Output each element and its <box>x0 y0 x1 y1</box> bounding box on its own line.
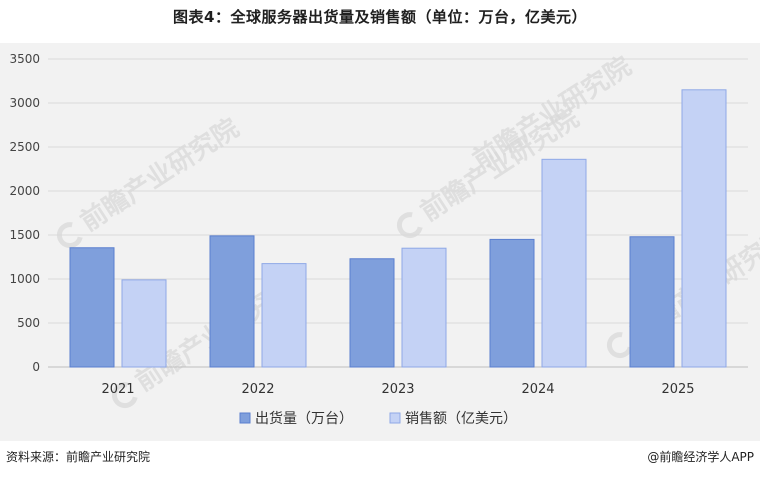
legend-label: 出货量（万台） <box>255 410 353 427</box>
x-tick-label: 2023 <box>381 382 414 397</box>
x-tick-label: 2025 <box>661 382 694 397</box>
y-axis: 0 500 1000 1500 2000 2500 3000 3500 <box>9 52 40 374</box>
x-axis: 2021 2022 2023 2024 2025 <box>101 382 694 397</box>
bar-sales <box>401 247 447 368</box>
chart-panel: 前瞻产业研究院 前瞻产业研究院 前瞻产业研究院 前瞻产业研究院 前瞻产业研究院 … <box>0 43 760 441</box>
y-tick-label: 2500 <box>9 140 40 154</box>
y-tick-label: 3500 <box>9 52 40 66</box>
y-tick-label: 1500 <box>9 228 40 242</box>
legend-swatch <box>389 412 401 424</box>
bar-shipments <box>489 238 535 368</box>
bar-shipments <box>69 247 115 368</box>
bar-sales <box>121 279 167 368</box>
bar-sales <box>541 158 587 368</box>
bar-shipments <box>629 236 675 368</box>
bar-shipments <box>349 258 395 368</box>
y-tick-label: 500 <box>17 316 40 330</box>
x-tick-label: 2024 <box>521 382 554 397</box>
bars <box>69 89 727 368</box>
chart-title: 图表4：全球服务器出货量及销售额（单位：万台，亿美元） <box>173 8 587 26</box>
bar-sales <box>261 263 307 368</box>
y-tick-label: 3000 <box>9 96 40 110</box>
legend-label: 销售额（亿美元） <box>405 411 517 427</box>
legend: 出货量（万台） 销售额（亿美元） <box>239 410 517 427</box>
x-tick-label: 2022 <box>241 382 274 397</box>
bar-sales <box>681 89 727 368</box>
bar-shipments <box>209 235 255 368</box>
legend-swatch <box>239 412 251 424</box>
source-note: 资料来源：前瞻产业研究院 <box>6 450 151 464</box>
y-tick-label: 0 <box>32 360 40 374</box>
y-tick-label: 2000 <box>9 184 40 198</box>
x-tick-label: 2021 <box>101 382 134 397</box>
credit-note: @前瞻经济学人APP <box>647 450 754 464</box>
y-tick-label: 1000 <box>9 272 40 286</box>
